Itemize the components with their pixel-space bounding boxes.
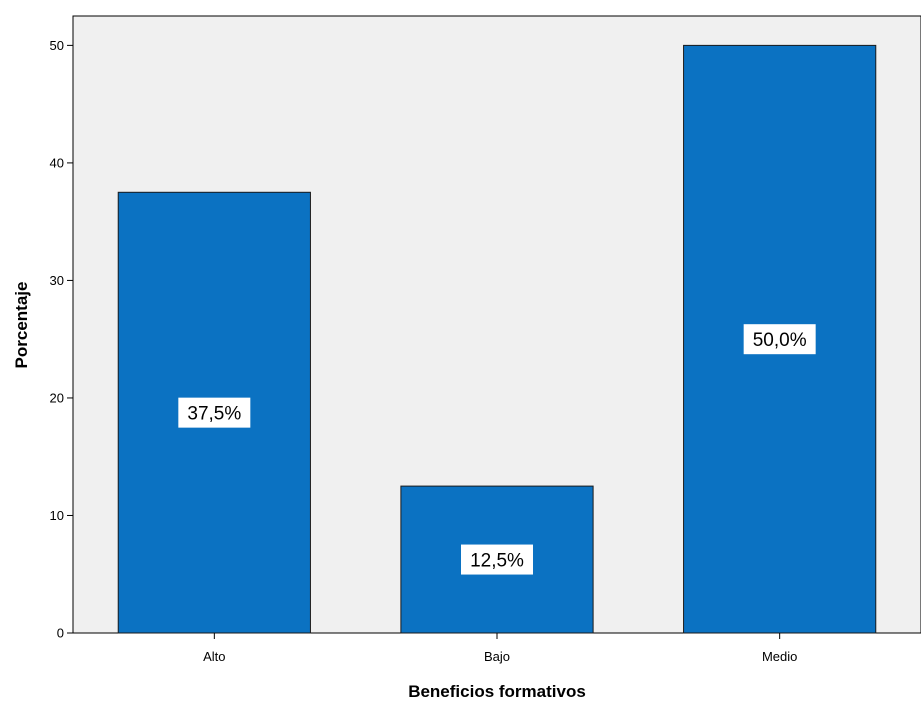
y-tick-label: 40 [50, 155, 64, 170]
y-axis-ticks: 0 10 20 30 40 50 [50, 38, 73, 641]
data-label-box [743, 324, 816, 355]
y-tick-label: 0 [57, 626, 64, 641]
data-label: 37,5% [187, 404, 241, 425]
x-axis-ticks: Alto Bajo Medio [203, 633, 797, 664]
x-tick-label: Medio [762, 649, 797, 664]
data-label-box [461, 544, 533, 575]
data-label-box [178, 397, 251, 428]
y-tick-label: 20 [50, 390, 64, 405]
y-tick-label: 10 [50, 508, 64, 523]
bars: 37,5% 12,5% 50,0% [117, 44, 877, 634]
y-tick-label: 30 [50, 273, 64, 288]
data-label: 12,5% [470, 551, 524, 572]
data-label: 50,0% [753, 330, 807, 351]
x-tick-label: Bajo [484, 649, 510, 664]
x-axis-title: Beneficios formativos [408, 682, 586, 701]
x-tick-label: Alto [203, 649, 225, 664]
y-tick-label: 50 [50, 38, 64, 53]
y-axis-title: Porcentaje [12, 282, 31, 369]
